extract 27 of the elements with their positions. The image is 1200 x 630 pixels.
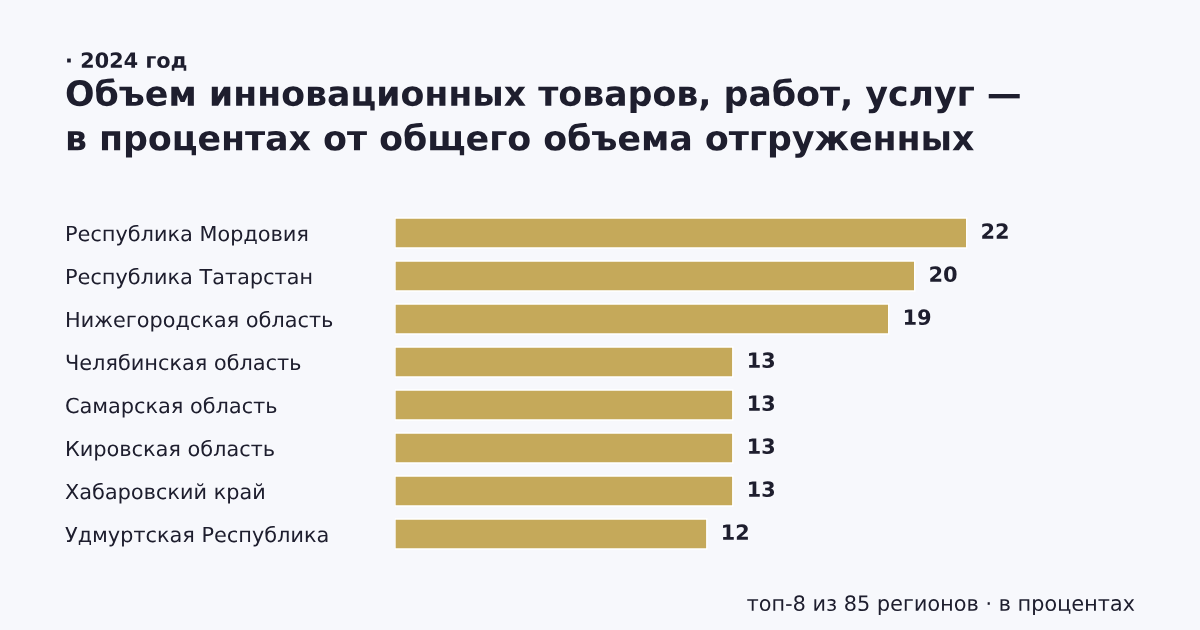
bar [395,260,916,292]
y-tick-label: Самарская область [66,396,277,418]
data-label: 13 [749,395,775,412]
y-tick-label: Республика Мордовия [67,224,308,246]
y-tick-label: Челябинская область [66,353,301,371]
data-label: 20 [930,266,957,283]
text: · 2024 год [67,52,187,71]
y-tick-label: Республика Татарстан [67,267,312,289]
data-label: 13 [749,352,775,369]
y-tick-label: Нижегородская область [67,310,333,332]
bar [395,475,734,507]
bar [395,346,734,378]
y-tick-label: Хабаровский край [65,482,264,504]
bar [395,217,968,249]
y-tick-label: Удмуртская Республика [65,525,328,547]
bar [395,432,734,464]
text: топ-8 из 85 регионов · в процентах [747,595,1135,616]
bar [395,303,890,335]
chart-title: Объем инновационных товаров, работ, услуг — в процентах от общего объема отгруженных [66,78,1020,158]
data-label: 19 [904,309,931,326]
data-label: 12 [723,524,748,540]
bar [395,518,708,550]
bar [395,389,734,421]
y-tick-label: Кировская область [67,439,274,461]
data-label: 13 [749,438,775,455]
data-label: 22 [982,223,1008,239]
data-label: 13 [749,481,775,498]
